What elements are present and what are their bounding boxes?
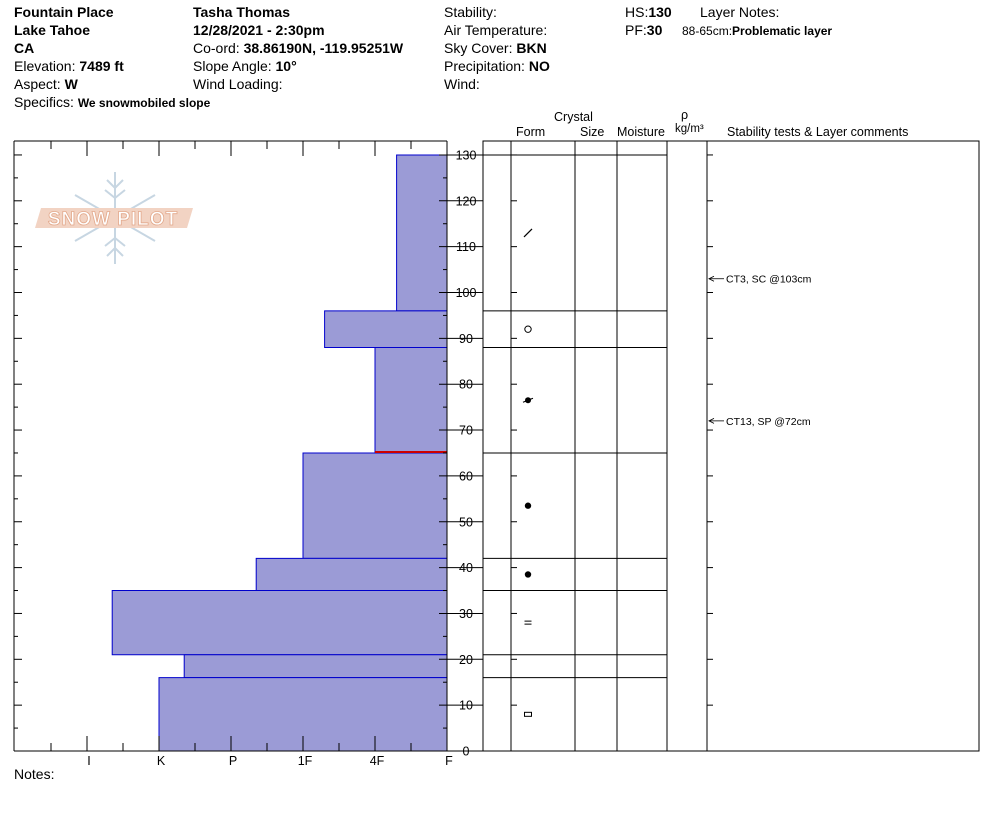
layer-notes-label: Layer Notes:	[700, 4, 780, 20]
snowpilot-logo: SNOW PILOT	[35, 172, 193, 264]
aspect-value: W	[64, 76, 78, 92]
hs-label: HS:	[625, 4, 649, 20]
region-name: Lake Tahoe	[14, 22, 90, 38]
stability-test-label-1: CT3, SC @103cm	[726, 274, 812, 286]
hardness-label-K: K	[157, 754, 166, 768]
sky-label: Sky Cover:	[444, 40, 513, 56]
observation-datetime: 12/28/2021 - 2:30pm	[193, 22, 325, 38]
coord-value: 38.86190N, -119.95251W	[243, 40, 404, 56]
hardness-label-1F: 1F	[298, 754, 313, 768]
hs-value: 130	[648, 4, 672, 20]
depth-label-20: 20	[459, 653, 473, 667]
stability-test-label-2: CT13, SP @72cm	[726, 416, 811, 428]
hardness-label-I: I	[87, 754, 90, 768]
grain-form-dot-5	[524, 571, 532, 578]
density-symbol-header: ρ	[681, 108, 689, 122]
hardness-axis-labels: I K P 1F 4F F	[87, 754, 453, 768]
depth-label-60: 60	[459, 469, 473, 483]
coord-label: Co-ord:	[193, 40, 240, 56]
stability-test-arrow-2	[708, 418, 715, 424]
depth-label-40: 40	[459, 561, 473, 575]
grain-form-dot-star-3-stroke	[522, 397, 534, 403]
layer-note: 88-65cm:Problematic layer	[682, 23, 832, 40]
pf-label: PF:	[625, 22, 647, 38]
crystal-table	[482, 140, 980, 752]
sky-value: BKN	[516, 40, 547, 56]
hardness-layer-3	[375, 347, 447, 453]
hardness-label-4F: 4F	[370, 754, 385, 768]
depth-axis: 0 10 20 30 40 50 60 70 80 90 100 110 120 130	[439, 148, 483, 759]
grain-form-symbols	[522, 228, 534, 717]
coordinates: Co-ord: 38.86190N, -119.95251W	[193, 40, 403, 57]
depth-label-30: 30	[459, 607, 473, 621]
specifics-value: We snowmobiled slope	[77, 96, 211, 110]
grain-form-dot-4	[524, 502, 532, 509]
pf-value: 30	[646, 22, 663, 38]
specifics: Specifics: We snowmobiled slope	[14, 94, 210, 112]
depth-label-110: 110	[456, 240, 476, 254]
depth-label-120: 120	[456, 194, 477, 208]
wind-loading-label: Wind Loading:	[193, 76, 283, 92]
table-border	[482, 140, 980, 752]
hardness-layer-5	[256, 558, 447, 591]
depth-label-100: 100	[456, 286, 477, 300]
depth-label-50: 50	[459, 515, 473, 529]
grain-form-rect-7	[524, 711, 532, 717]
layer-note-range: 88-65cm:	[682, 24, 733, 38]
precip-value: NO	[528, 58, 550, 74]
depth-label-10: 10	[459, 699, 473, 713]
depth-label-70: 70	[459, 424, 473, 438]
state-name: CA	[14, 40, 35, 56]
hardness-label-F: F	[445, 754, 453, 768]
density-unit-header: kg/m³	[675, 123, 704, 135]
slope-label: Slope Angle:	[193, 58, 272, 74]
grain-form-slash-1	[523, 228, 533, 238]
hardness-tick-marks	[14, 141, 448, 752]
crystal-header: Crystal	[554, 110, 593, 124]
stability-label: Stability:	[444, 4, 497, 20]
elevation-value: 7489 ft	[79, 58, 124, 74]
location-name: Fountain Place	[14, 4, 114, 20]
observer-name: Tasha Thomas	[193, 4, 290, 20]
elevation-label: Elevation:	[14, 58, 76, 74]
air-temp-label: Air Temperature:	[444, 22, 548, 38]
logo-banner	[35, 208, 193, 228]
depth-label-130: 130	[456, 148, 477, 162]
specifics-label: Specifics:	[14, 94, 74, 110]
depth-label-90: 90	[459, 332, 473, 346]
hardness-layer-1	[396, 154, 447, 311]
aspect-label: Aspect:	[14, 76, 61, 92]
hardness-layer-7	[184, 654, 447, 678]
table-tick-marks	[511, 154, 713, 752]
hardness-layer-6	[112, 590, 447, 655]
stability-test-arrow-1	[708, 275, 715, 282]
size-header: Size	[580, 125, 605, 139]
form-header: Form	[516, 125, 546, 139]
logo-text: SNOW PILOT	[48, 209, 178, 230]
slope-value: 10°	[275, 58, 297, 74]
penetration-foot: PF:30	[625, 22, 662, 39]
moisture-header: Moisture	[617, 125, 665, 139]
snow-height: HS:130	[625, 4, 672, 21]
layer-note-text: Problematic layer	[732, 24, 833, 38]
notes-label: Notes:	[14, 766, 55, 782]
elevation: Elevation: 7489 ft	[14, 58, 124, 75]
comments-header: Stability tests & Layer comments	[727, 125, 909, 139]
wind-label: Wind:	[444, 76, 480, 92]
layer-rows	[483, 154, 667, 679]
precip-label: Precipitation:	[444, 58, 525, 74]
precipitation: Precipitation: NO	[444, 58, 550, 75]
sky-cover: Sky Cover: BKN	[444, 40, 547, 57]
hardness-profile	[111, 154, 447, 752]
depth-label-80: 80	[459, 378, 473, 392]
hardness-label-P: P	[229, 754, 237, 768]
slope-angle: Slope Angle: 10°	[193, 58, 297, 75]
stability-test-annotations: CT3, SC @103cm CT13, SP @72cm	[708, 274, 812, 428]
depth-label-0: 0	[463, 745, 470, 759]
hardness-layer-2	[324, 310, 447, 348]
hardness-layer-4	[303, 452, 447, 559]
aspect: Aspect: W	[14, 76, 78, 93]
grain-form-ring-2	[524, 325, 532, 333]
